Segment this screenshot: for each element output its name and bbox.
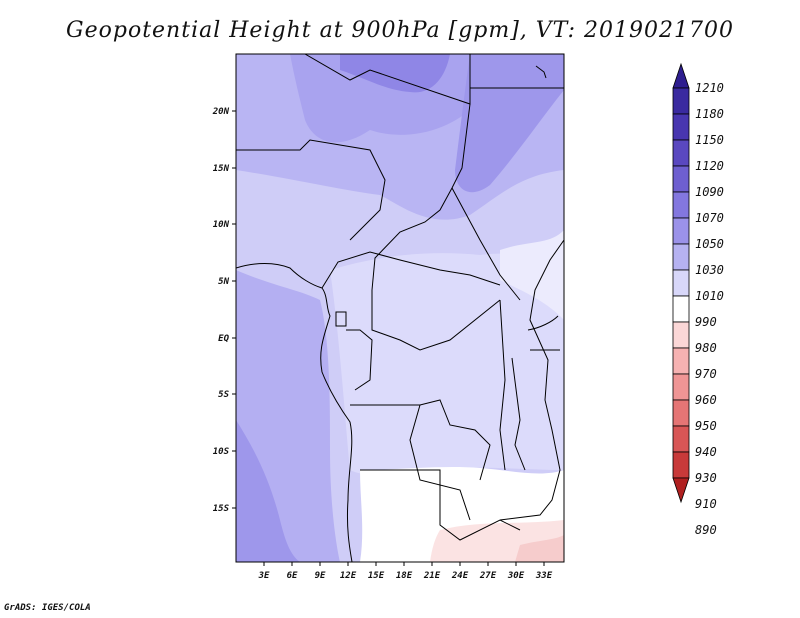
colorbar-segment [672, 191, 690, 219]
field-interior-light [330, 240, 564, 475]
lon-label-27e: 27E [479, 571, 497, 581]
border-drc-north [371, 290, 501, 351]
colorbar-level-label: 1090 [695, 185, 724, 199]
lon-label-33e: 33E [535, 571, 553, 581]
border-namibia [360, 469, 521, 541]
border-congo [346, 329, 373, 391]
border-sudan-east [451, 187, 521, 301]
lon-label-18e: 18E [396, 571, 413, 581]
lat-label-eq: EQ [218, 334, 229, 344]
colorbar-bottom-triangle [672, 477, 690, 504]
colorbar-level-label: 940 [695, 445, 717, 459]
longitude-axis: 3E 6E 9E 12E 15E 18E 21E 24E 27E 30E 33E [258, 562, 553, 581]
colorbar-segment [672, 373, 690, 401]
lat-label-20n: 20N [212, 107, 230, 117]
colorbar-level-label: 1010 [695, 289, 724, 303]
lat-label-15s: 15S [213, 504, 230, 514]
footer-credit: GrADS: IGES/COLA [4, 603, 91, 613]
border-sahara [304, 54, 471, 105]
colorbar-level-label: 1120 [695, 159, 724, 173]
border-sinai [535, 65, 547, 79]
colorbar-segment [672, 165, 690, 193]
field-southeast-lowest [515, 535, 564, 562]
colorbar-level-label: 1180 [695, 107, 724, 121]
lat-label-5n: 5N [218, 277, 229, 287]
lat-label-15n: 15N [213, 164, 230, 174]
colorbar-segment [672, 425, 690, 453]
map-frame [235, 53, 565, 563]
border-great-lakes [499, 299, 506, 471]
colorbar-level-label: 960 [695, 393, 717, 407]
field-core-high [340, 54, 450, 93]
lon-label-24e: 24E [451, 571, 469, 581]
colorbar-level-label: 1070 [695, 211, 724, 225]
colorbar-segment [672, 347, 690, 375]
colorbar-top-triangle [672, 62, 690, 89]
field-east-light [500, 230, 564, 320]
colorbar-level-label: 950 [695, 419, 717, 433]
lon-label-6e: 6E [287, 571, 298, 581]
colorbar-level-label: 970 [695, 367, 717, 381]
colorbar-segment [672, 451, 690, 479]
colorbar-level-label: 930 [695, 471, 717, 485]
west-coastline [236, 263, 353, 562]
colorbar-level-label: 1050 [695, 237, 724, 251]
lat-label-10n: 10N [213, 220, 230, 230]
border-eq-guinea [335, 311, 347, 327]
colorbar-level-label: 990 [695, 315, 717, 329]
colorbar-level-label: 1030 [695, 263, 724, 277]
border-sudan-west [371, 103, 471, 291]
border-lake-victoria [527, 315, 559, 331]
colorbar-segment [672, 139, 690, 167]
colorbar-segment [672, 243, 690, 271]
border-sahel [236, 139, 386, 241]
lon-label-21e: 21E [423, 571, 441, 581]
latitude-axis: 20N 15N 10N 5N EQ 5S 10S 15S [212, 107, 236, 514]
lon-label-30e: 30E [507, 571, 525, 581]
lat-label-5s: 5S [218, 390, 229, 400]
lon-label-15e: 15E [368, 571, 385, 581]
colorbar-segment [672, 321, 690, 349]
colorbar-segment [672, 113, 690, 141]
lon-label-12e: 12E [340, 571, 357, 581]
border-car [321, 251, 501, 289]
borders [236, 54, 564, 562]
colorbar-level-label: 1150 [695, 133, 724, 147]
map-title: Geopotential Height at 900hPa [gpm], VT:… [66, 18, 734, 43]
lon-label-3e: 3E [258, 571, 270, 581]
colorbar-segment [672, 399, 690, 427]
border-zambia [409, 404, 471, 521]
colorbar-segment [672, 87, 690, 115]
border-lake-tanganyika [511, 357, 526, 471]
colorbar-level-label: 980 [695, 341, 717, 355]
colorbar-level-label: 890 [695, 523, 717, 537]
field-southwest-high [236, 420, 300, 562]
lat-label-10s: 10S [213, 447, 230, 457]
colorbar-segment [672, 295, 690, 323]
colorbar-segment [672, 217, 690, 245]
colorbar-level-label: 910 [695, 497, 717, 511]
colorbar-segment [672, 269, 690, 297]
field-northeast-high [455, 54, 564, 193]
lon-label-9e: 9E [315, 571, 326, 581]
height-field [236, 54, 564, 562]
colorbar: 1210 1180 1150 1120 1090 1070 1050 1030 1010 990 9… [672, 62, 724, 537]
colorbar-level-label: 1210 [695, 81, 724, 95]
border-east-coast [499, 239, 564, 521]
